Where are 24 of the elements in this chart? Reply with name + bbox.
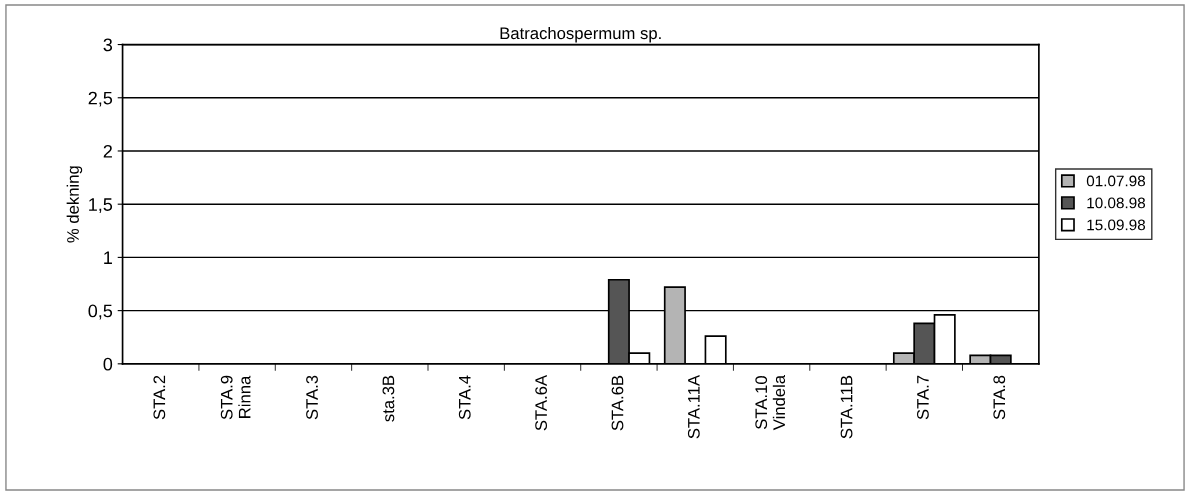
x-tick-label: STA.3 bbox=[306, 375, 318, 420]
legend-label: 15.09.98 bbox=[1087, 219, 1146, 231]
y-tick-label: 1 bbox=[104, 251, 112, 264]
y-tick-label: 3 bbox=[103, 38, 113, 52]
y-axis-title: % dekning bbox=[66, 166, 83, 243]
x-tick-label: sta.3B bbox=[382, 375, 395, 422]
x-tick-label: STA.10 Vindela bbox=[755, 374, 786, 431]
x-tick-label: STA.7 bbox=[917, 375, 929, 420]
chart-title: Batrachospermum sp. bbox=[500, 26, 661, 43]
x-tick-label: STA.8 bbox=[993, 375, 1006, 420]
x-tick-label: STA.2 bbox=[153, 375, 166, 420]
x-tick-label: STA.11A bbox=[687, 374, 700, 439]
y-tick-label: 2,5 bbox=[88, 91, 113, 107]
y-tick-label: 0 bbox=[103, 357, 113, 371]
y-tick-label: 1,5 bbox=[89, 198, 113, 214]
x-tick-label: STA.11B bbox=[840, 375, 853, 439]
x-tick-label: STA.6B bbox=[611, 375, 624, 431]
x-tick-label: STA.6A bbox=[535, 374, 548, 431]
y-tick-label: 0,5 bbox=[88, 304, 113, 320]
legend-label: 10.08.98 bbox=[1087, 197, 1146, 209]
y-tick-label: 2 bbox=[103, 144, 112, 158]
x-tick-label: STA.4 bbox=[458, 375, 471, 420]
legend-label: 01.07.98 bbox=[1086, 175, 1146, 187]
x-tick-label: STA.9 Rinna bbox=[220, 375, 251, 420]
